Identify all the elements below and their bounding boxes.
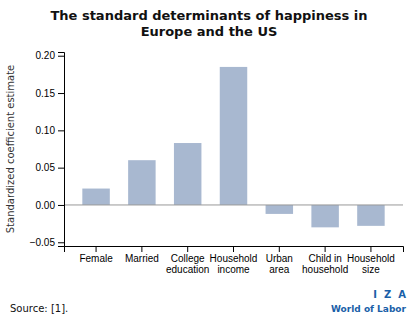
chart-container: The standard determinants of happiness i…	[0, 0, 418, 320]
y-tick-label: −0.05	[30, 237, 56, 248]
x-tick-label: Female	[79, 253, 113, 264]
y-tick-mark	[58, 168, 64, 169]
x-tick-label: Married	[125, 253, 159, 264]
x-tick-mark	[96, 246, 97, 252]
x-tick-label-line: income	[217, 264, 250, 275]
y-tick-mark	[58, 93, 64, 94]
x-tick: Child inhousehold	[302, 246, 348, 275]
x-tick-label-line: Female	[79, 253, 113, 264]
bar	[357, 205, 384, 226]
y-tick: −0.05	[30, 237, 64, 248]
bars	[82, 67, 384, 227]
x-tick: Householdsize	[347, 246, 395, 275]
x-tick-mark	[325, 246, 326, 252]
x-tick-label-line: College	[171, 253, 205, 264]
x-tick: Householdincome	[210, 246, 258, 275]
x-tick: Urbanarea	[266, 246, 293, 275]
x-tick-mark	[187, 246, 188, 252]
y-tick-mark	[58, 56, 64, 57]
x-tick-label-line: size	[362, 264, 380, 275]
y-tick: 0.15	[36, 88, 64, 99]
x-tick-label-line: Married	[125, 253, 159, 264]
y-tick-label: 0.05	[36, 162, 56, 173]
x-axis: FemaleMarriedCollegeeducationHouseholdin…	[65, 246, 404, 275]
x-tick-label-line: Household	[210, 253, 258, 264]
x-tick-label-line: area	[269, 264, 289, 275]
y-tick: 0.05	[36, 162, 64, 173]
x-tick: Collegeeducation	[166, 246, 209, 275]
y-tick-label: 0.00	[36, 200, 56, 211]
y-tick-label: 0.15	[36, 88, 56, 99]
x-tick-mark	[233, 246, 234, 252]
x-tick: Married	[125, 246, 159, 264]
x-tick-label-line: Child in	[308, 253, 341, 264]
y-tick-mark	[58, 205, 64, 206]
plot: −0.05 0.00 0.05 0.10 0.15 0.20 Female Married Co…	[30, 50, 404, 275]
y-tick-mark	[58, 242, 64, 243]
title: The standard determinants of happiness i…	[50, 8, 367, 39]
y-axis: −0.05 0.00 0.05 0.10 0.15 0.20	[30, 50, 65, 248]
y-tick-label: 0.10	[36, 125, 56, 136]
annotation: World of Labor	[331, 304, 407, 314]
x-tick-label-line: Urban	[266, 253, 293, 264]
x-tick-label-line: Household	[347, 253, 395, 264]
y-axis-line	[58, 53, 65, 247]
zero-line	[64, 204, 403, 205]
chart: The standard determinants of happiness i…	[0, 0, 418, 320]
bar	[266, 205, 293, 214]
x-tick-mark	[141, 246, 142, 252]
title-line: Europe and the US	[141, 24, 278, 39]
bar	[82, 189, 109, 205]
y-axis-title: Standardized coefficient estimate	[5, 65, 16, 234]
y-tick: 0.00	[36, 200, 64, 211]
x-tick-mark	[279, 246, 280, 252]
bar	[174, 143, 201, 205]
annotation: Source: [1].	[10, 303, 68, 314]
x-tick: Female	[79, 246, 113, 264]
y-tick: 0.20	[36, 50, 64, 61]
x-tick-label-line: education	[166, 264, 209, 275]
x-tick-label: Urbanarea	[266, 253, 293, 275]
bar	[128, 160, 155, 205]
x-tick-label: Householdincome	[210, 253, 258, 275]
bar	[311, 205, 338, 227]
bar	[220, 67, 247, 205]
x-tick-label-line: household	[302, 264, 348, 275]
x-axis-line	[65, 247, 404, 253]
x-tick-label: Collegeeducation	[166, 253, 209, 275]
y-tick: 0.10	[36, 125, 64, 136]
x-tick-mark	[370, 246, 371, 252]
y-tick-mark	[58, 130, 64, 131]
x-tick-label: Householdsize	[347, 253, 395, 275]
annotation: I Z A	[373, 289, 406, 300]
y-tick-label: 0.20	[36, 50, 56, 61]
title-line: The standard determinants of happiness i…	[50, 8, 367, 23]
x-tick-label: Child inhousehold	[302, 253, 348, 275]
